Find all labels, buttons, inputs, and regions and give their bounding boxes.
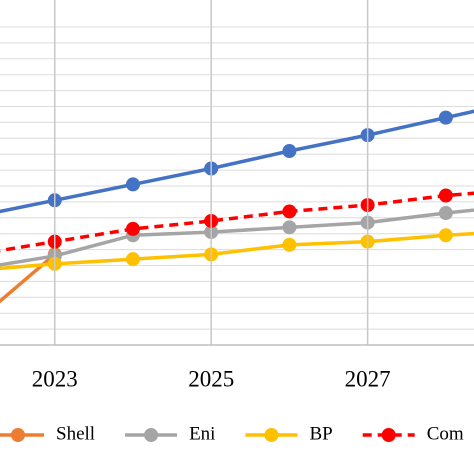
legend-label: Eni	[189, 423, 215, 444]
legend-marker	[11, 428, 25, 442]
data-point	[125, 221, 140, 236]
series-line	[0, 191, 474, 253]
legend-label: Shell	[56, 423, 95, 444]
series-line	[0, 231, 474, 271]
data-point	[438, 228, 453, 243]
x-tick-label: 2025	[188, 366, 234, 391]
legend-label: Com	[427, 423, 464, 444]
data-point	[438, 188, 453, 203]
legend-marker	[144, 428, 159, 442]
data-point	[125, 177, 140, 192]
data-point	[438, 206, 453, 221]
x-tick-label: 2023	[32, 366, 78, 391]
data-point	[125, 252, 140, 267]
data-point	[438, 110, 453, 125]
data-point	[282, 237, 297, 252]
series-line	[0, 109, 474, 214]
data-point	[282, 204, 297, 219]
legend-marker	[381, 428, 396, 442]
plot-area	[0, 26, 474, 346]
legend-label: BP	[309, 423, 332, 444]
data-point	[282, 220, 297, 235]
series-line	[0, 208, 474, 267]
data-point	[282, 144, 297, 159]
legend-marker	[264, 428, 279, 442]
x-tick-label: 2027	[345, 366, 391, 391]
